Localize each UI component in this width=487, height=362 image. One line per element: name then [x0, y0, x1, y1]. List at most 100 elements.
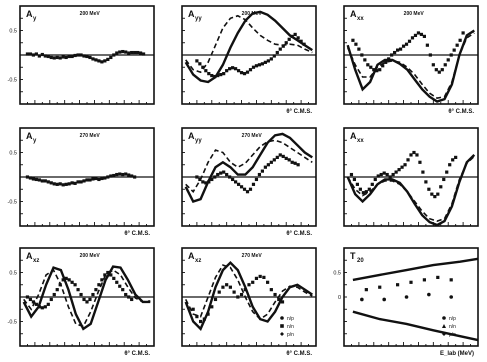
data-point [79, 292, 83, 297]
data-point [391, 172, 395, 177]
data-point [293, 32, 297, 37]
legend-marker-triangle [442, 324, 446, 328]
data-point [124, 292, 128, 297]
y-tick-label: 0.5 [9, 151, 17, 157]
data-point [361, 191, 365, 195]
data-point [422, 278, 426, 282]
data-point [225, 283, 229, 287]
energy-label: 200 MeV [80, 253, 101, 259]
data-point [52, 182, 56, 186]
data-point [28, 52, 33, 56]
data-point [293, 161, 297, 165]
data-point [210, 73, 214, 78]
theory-curve-dashed [347, 155, 475, 222]
data-point [195, 59, 199, 63]
data-point [136, 50, 140, 55]
data-point [272, 54, 276, 58]
legend-marker-diamond [442, 332, 446, 336]
data-point [287, 37, 291, 41]
data-point [34, 302, 38, 306]
data-point [254, 177, 259, 182]
data-point [204, 181, 208, 185]
data-point [201, 180, 205, 184]
data-point [43, 179, 47, 183]
data-point [79, 180, 83, 184]
y-tick-label: 0.5 [9, 29, 17, 35]
theory-curve-dashed [184, 264, 313, 321]
panel-label-subscript: xx [357, 138, 364, 144]
data-point [461, 31, 465, 35]
data-point [273, 292, 277, 297]
legend-marker-diamond [280, 332, 284, 336]
energy-label: 200 MeV [404, 11, 425, 17]
panel-label-subscript: xz [195, 258, 201, 264]
data-point [406, 158, 410, 162]
data-point [55, 182, 59, 186]
theory-curve-dashed [185, 139, 313, 193]
data-point [130, 50, 134, 55]
data-point [451, 158, 455, 162]
data-point [82, 297, 86, 302]
panel-label-subscript: yy [195, 16, 202, 22]
legend-marker-square [280, 324, 284, 328]
data-point [299, 39, 303, 43]
data-point [31, 300, 35, 304]
data-point [385, 172, 389, 177]
data-point [355, 182, 359, 186]
data-point [266, 163, 270, 167]
data-point [133, 175, 137, 179]
data-point [281, 154, 285, 159]
data-point [243, 288, 247, 292]
data-point [247, 283, 251, 287]
data-point [100, 60, 104, 64]
data-point [207, 180, 211, 184]
data-point [109, 174, 113, 178]
data-point [206, 312, 210, 316]
data-point [58, 283, 62, 287]
data-point [70, 280, 74, 284]
data-point [376, 174, 380, 178]
data-point [434, 68, 438, 72]
data-point [127, 295, 131, 299]
x-axis-label: θ° C.M.S. [124, 231, 150, 237]
panel-label: A [350, 131, 357, 141]
data-point [352, 177, 357, 182]
data-point [100, 278, 104, 282]
panel-label: A [188, 131, 195, 141]
data-point [278, 47, 282, 51]
data-point [55, 288, 59, 292]
data-point [76, 180, 80, 184]
data-point [76, 288, 80, 292]
panel-label-subscript: xz [33, 258, 39, 264]
data-point [25, 295, 30, 299]
data-point [115, 280, 119, 284]
data-point [49, 55, 53, 60]
data-point [97, 59, 101, 63]
data-point [401, 44, 406, 48]
data-point [52, 56, 56, 60]
panel-label: A [188, 9, 195, 19]
data-point [121, 288, 125, 292]
data-point [195, 175, 199, 179]
data-point [379, 172, 383, 177]
data-point [378, 68, 382, 72]
data-point [130, 297, 134, 302]
data-point [210, 305, 214, 309]
data-point [375, 69, 379, 73]
data-point [37, 305, 41, 309]
energy-label: 200 MeV [80, 11, 101, 17]
data-point [76, 53, 80, 57]
data-point [198, 62, 202, 66]
data-point [216, 73, 220, 78]
data-point [257, 172, 262, 177]
data-point [296, 163, 300, 167]
panel-label-subscript: y [33, 138, 37, 144]
data-point [49, 181, 53, 185]
data-point [422, 34, 426, 38]
data-point [446, 58, 450, 62]
data-point [357, 47, 361, 51]
data-point [263, 60, 267, 64]
data-point [407, 39, 412, 43]
data-point [287, 158, 291, 162]
data-point [231, 66, 235, 70]
